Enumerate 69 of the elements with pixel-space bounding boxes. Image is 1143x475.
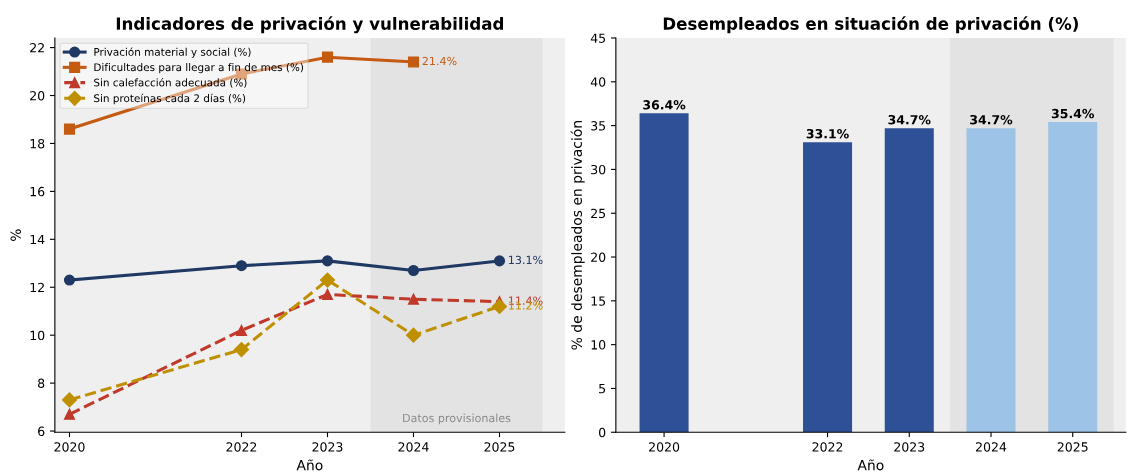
bar bbox=[1048, 122, 1098, 433]
y-tick-label: 0 bbox=[599, 427, 606, 438]
y-tick-label: 40 bbox=[590, 77, 606, 87]
x-tick-label: 2023 bbox=[312, 442, 343, 452]
y-tick-label: 15 bbox=[591, 296, 606, 306]
y-tick-label: 30 bbox=[591, 164, 606, 175]
point bbox=[407, 293, 420, 305]
point bbox=[321, 255, 334, 267]
data-label: 35.4% bbox=[1051, 108, 1095, 119]
x-tick-label: 2025 bbox=[484, 442, 515, 452]
point bbox=[235, 324, 248, 336]
x-tick-label: 2022 bbox=[226, 442, 257, 452]
point bbox=[319, 272, 336, 288]
legend-label: Privación material y social (%) bbox=[94, 47, 251, 58]
data-label: 33.1% bbox=[806, 128, 849, 139]
y-tick-label: 10 bbox=[591, 340, 606, 350]
point bbox=[405, 327, 422, 343]
point bbox=[321, 288, 334, 300]
y-tick-label: 8 bbox=[38, 378, 45, 389]
x-tick-label: 2024 bbox=[976, 442, 1007, 452]
band-label: Datos provisionales bbox=[403, 413, 511, 425]
y-tick-label: 20 bbox=[30, 90, 45, 101]
x-axis-title: Año bbox=[296, 459, 323, 471]
x-tick-label: 2025 bbox=[1057, 442, 1088, 452]
data-label: 34.7% bbox=[970, 114, 1013, 125]
y-tick-label: 22 bbox=[30, 43, 44, 53]
point bbox=[61, 392, 78, 408]
y-tick-label: 6 bbox=[38, 426, 45, 436]
y-tick-label: 16 bbox=[30, 186, 45, 197]
x-axis-title: Año bbox=[857, 459, 884, 471]
bar bbox=[803, 142, 853, 433]
point bbox=[63, 274, 76, 286]
y-tick-label: 10 bbox=[30, 330, 45, 341]
bar bbox=[966, 128, 1016, 433]
point bbox=[321, 51, 334, 63]
x-tick-label: 2020 bbox=[54, 442, 85, 452]
x-tick-label: 2022 bbox=[812, 442, 843, 452]
chart-title: Desempleados en situación de privación (%) bbox=[663, 16, 1078, 34]
point bbox=[407, 56, 420, 68]
point bbox=[233, 341, 250, 358]
y-tick-label: 5 bbox=[599, 384, 606, 394]
y-tick-label: 14 bbox=[30, 234, 45, 245]
legend-label: Dificultades para llegar a fin de mes (%) bbox=[94, 63, 304, 74]
y-tick-label: 35 bbox=[591, 121, 606, 131]
point bbox=[63, 408, 76, 420]
bar bbox=[639, 113, 689, 433]
point bbox=[491, 298, 508, 314]
point bbox=[407, 264, 420, 277]
data-label: 36.4% bbox=[643, 100, 686, 110]
data-label: 34.7% bbox=[888, 114, 931, 125]
legend-label: Sin proteínas cada 2 días (%) bbox=[94, 93, 246, 105]
x-tick-label: 2020 bbox=[649, 442, 680, 452]
y-tick-label: 25 bbox=[591, 208, 606, 219]
x-tick-label: 2024 bbox=[398, 442, 429, 452]
y-tick-label: 20 bbox=[591, 252, 606, 262]
y-tick-label: 12 bbox=[30, 282, 44, 292]
bar bbox=[884, 128, 934, 433]
data-label: 13.1% bbox=[509, 255, 543, 265]
chart-title: Indicadores de privación y vulnerabilidad bbox=[116, 16, 504, 34]
y-tick-label: 45 bbox=[590, 33, 606, 43]
point bbox=[235, 260, 248, 272]
y-axis-title: % bbox=[10, 229, 21, 241]
legend-label: Sin calefacción adecuada (%) bbox=[94, 77, 247, 88]
data-label: 21.4% bbox=[422, 56, 457, 66]
point bbox=[63, 123, 76, 135]
point bbox=[493, 255, 506, 267]
y-axis-title: % de desempleados en privación bbox=[570, 121, 585, 350]
x-tick-label: 2023 bbox=[894, 442, 925, 452]
y-tick-label: 18 bbox=[30, 138, 45, 149]
